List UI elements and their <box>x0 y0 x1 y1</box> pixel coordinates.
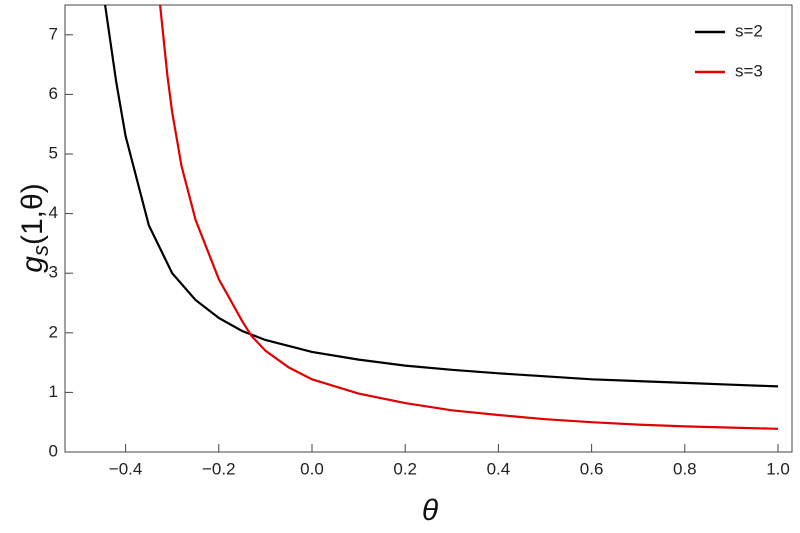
y-tick-label: 3 <box>49 263 58 282</box>
y-tick-label: 2 <box>49 322 58 341</box>
y-label-sub: s <box>28 245 53 256</box>
x-tick-label: −0.4 <box>109 459 143 478</box>
x-tick-label: −0.2 <box>202 459 236 478</box>
data-line <box>159 4 779 430</box>
y-tick-label: 4 <box>49 203 58 222</box>
x-tick-label: 0.8 <box>673 459 697 478</box>
plot-frame <box>64 4 793 453</box>
x-axis-label: θ <box>422 494 439 527</box>
x-tick-label: 0.2 <box>393 459 417 478</box>
y-tick-label: 6 <box>49 84 58 103</box>
x-tick-label: 0.4 <box>487 459 511 478</box>
y-axis-label: gs(1,θ) <box>16 183 53 272</box>
y-tick-label: 1 <box>49 382 58 401</box>
y-tick-label: 7 <box>49 24 58 43</box>
x-tick-label: 0.6 <box>580 459 604 478</box>
y-tick-label: 0 <box>49 441 58 460</box>
y-label-main: g <box>16 256 49 273</box>
y-tick-label: 5 <box>49 143 58 162</box>
legend-label: s=2 <box>735 21 763 40</box>
y-label-args: (1,θ) <box>16 183 49 245</box>
data-line <box>104 4 779 388</box>
x-tick-label: 0.0 <box>300 459 324 478</box>
legend-label: s=3 <box>735 61 763 80</box>
x-tick-label: 1.0 <box>766 459 790 478</box>
